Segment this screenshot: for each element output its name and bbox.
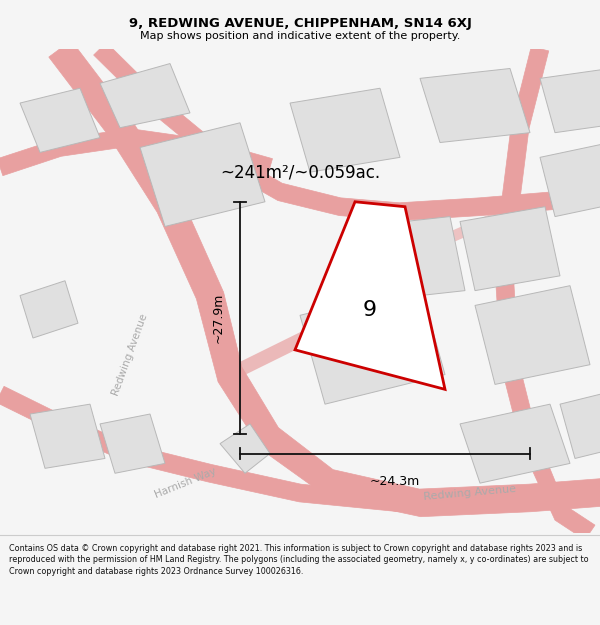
Polygon shape <box>420 69 530 142</box>
Polygon shape <box>20 281 78 338</box>
Polygon shape <box>0 129 272 176</box>
Polygon shape <box>300 286 445 404</box>
Polygon shape <box>540 69 600 132</box>
Polygon shape <box>496 47 595 540</box>
Polygon shape <box>220 424 270 473</box>
Polygon shape <box>290 88 400 172</box>
Polygon shape <box>49 41 600 517</box>
Text: Redwing Avenue: Redwing Avenue <box>424 484 517 502</box>
Polygon shape <box>360 217 465 301</box>
Text: ~27.9m: ~27.9m <box>212 292 225 343</box>
Polygon shape <box>140 122 265 226</box>
Polygon shape <box>295 202 445 389</box>
Polygon shape <box>560 389 600 459</box>
Text: ~24.3m: ~24.3m <box>370 475 420 488</box>
Text: Map shows position and indicative extent of the property.: Map shows position and indicative extent… <box>140 31 460 41</box>
Text: ~241m²/~0.059ac.: ~241m²/~0.059ac. <box>220 163 380 181</box>
Text: 9: 9 <box>363 301 377 321</box>
Text: Harnish Way: Harnish Way <box>153 466 217 500</box>
Text: Redwing Avenue: Redwing Avenue <box>110 312 149 397</box>
Polygon shape <box>30 404 105 468</box>
Text: Contains OS data © Crown copyright and database right 2021. This information is : Contains OS data © Crown copyright and d… <box>9 544 589 576</box>
Polygon shape <box>540 142 600 217</box>
Text: 9, REDWING AVENUE, CHIPPENHAM, SN14 6XJ: 9, REDWING AVENUE, CHIPPENHAM, SN14 6XJ <box>128 18 472 31</box>
Polygon shape <box>0 386 401 512</box>
Polygon shape <box>94 42 600 221</box>
Polygon shape <box>475 286 590 384</box>
Polygon shape <box>460 404 570 483</box>
Polygon shape <box>20 88 100 152</box>
Polygon shape <box>460 207 560 291</box>
Polygon shape <box>100 414 165 473</box>
Polygon shape <box>100 64 190 127</box>
